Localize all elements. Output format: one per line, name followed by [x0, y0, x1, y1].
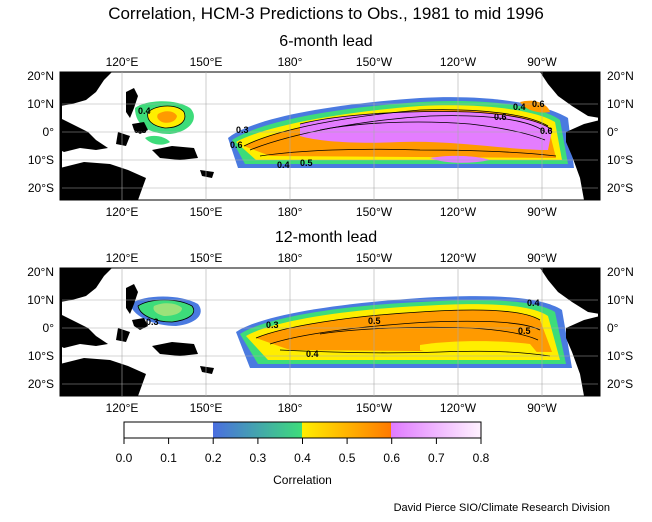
panel-2-bottom-lon-labels: 120°E 150°E 180° 150°W 120°W 90°W [106, 401, 558, 415]
lat-tick-label: 10°N [607, 293, 634, 307]
contour-label: 0.5 [300, 158, 313, 168]
contour-label: 0.4 [306, 349, 319, 359]
lat-tick-label: 10°N [607, 97, 634, 111]
figure-title: Correlation, HCM-3 Predictions to Obs., … [108, 4, 544, 23]
lon-tick-label: 180° [278, 205, 303, 219]
contour-label: 0.4 [138, 106, 151, 116]
panel-1-grid [60, 72, 600, 200]
lon-tick-label: 150°E [190, 251, 223, 265]
lon-tick-label: 120°E [106, 401, 139, 415]
contour-label: 0.4 [277, 160, 290, 170]
colorbar-tick: 0.7 [428, 451, 445, 465]
lat-tick-label: 0° [607, 125, 619, 139]
lon-tick-label: 150°W [356, 401, 393, 415]
panel-2-contour-labels: 0.3 0.3 0.5 0.4 0.4 0.5 [146, 298, 540, 359]
colorbar-tick: 0.6 [383, 451, 400, 465]
colorbar-tick: 0.5 [339, 451, 356, 465]
lon-tick-label: 90°W [527, 401, 557, 415]
lon-tick-label: 150°E [190, 205, 223, 219]
panel-1-map: 0.4 0.3 0.3 0.6 0.4 0.5 0.4 0.6 0.6 0.6 [59, 71, 601, 201]
lon-tick-label: 180° [278, 55, 303, 69]
contour-label: 0.3 [134, 125, 147, 135]
colorbar-tick: 0.2 [205, 451, 222, 465]
contour-label: 0.3 [146, 317, 159, 327]
contour-label: 0.3 [266, 320, 279, 330]
colorbar-tick: 0.8 [473, 451, 490, 465]
lon-tick-label: 150°E [190, 401, 223, 415]
lon-tick-label: 90°W [527, 251, 557, 265]
contour-label: 0.4 [513, 102, 526, 112]
lon-tick-label: 120°W [440, 401, 477, 415]
lat-tick-label: 20°S [28, 181, 54, 195]
colorbar-tick: 0.4 [294, 451, 311, 465]
lat-tick-label: 10°S [28, 349, 54, 363]
lon-tick-label: 90°W [527, 55, 557, 69]
lon-tick-label: 120°E [106, 205, 139, 219]
credit-line: David Pierce SIO/Climate Research Divisi… [393, 502, 610, 514]
panel-2-correlation-field [130, 296, 572, 368]
lat-tick-label: 20°S [607, 181, 633, 195]
lat-tick-label: 20°S [607, 377, 633, 391]
panel-2-lat-labels-left: 20°N 10°N 0° 10°S 20°S [27, 265, 54, 391]
colorbar-tick: 0.1 [160, 451, 177, 465]
panel-1-correlation-field [135, 97, 574, 168]
lon-tick-label: 150°W [356, 205, 393, 219]
lat-tick-label: 20°N [607, 69, 634, 83]
panel-1-lat-labels-right: 20°N 10°N 0° 10°S 20°S [607, 69, 634, 195]
lon-tick-label: 120°W [440, 251, 477, 265]
lon-tick-label: 120°E [106, 55, 139, 69]
lon-tick-label: 180° [278, 401, 303, 415]
panel-2-lat-labels-right: 20°N 10°N 0° 10°S 20°S [607, 265, 634, 391]
panel-1-lat-labels-left: 20°N 10°N 0° 10°S 20°S [27, 69, 54, 195]
colorbar-label: Correlation [273, 473, 332, 487]
lon-tick-label: 120°W [440, 55, 477, 69]
lat-tick-label: 20°N [607, 265, 634, 279]
lat-tick-label: 0° [43, 125, 55, 139]
contour-label: 0.6 [532, 99, 545, 109]
lat-tick-label: 10°N [27, 293, 54, 307]
contour-label: 0.6 [230, 140, 243, 150]
panel-1-top-lon-labels: 120°E 150°E 180° 150°W 120°W 90°W [106, 55, 558, 69]
lat-tick-label: 20°N [27, 69, 54, 83]
lon-tick-label: 150°E [190, 55, 223, 69]
lat-tick-label: 0° [43, 321, 55, 335]
lat-tick-label: 10°S [607, 349, 633, 363]
lon-tick-label: 120°W [440, 205, 477, 219]
colorbar-tick: 0.0 [116, 451, 133, 465]
lat-tick-label: 10°S [28, 153, 54, 167]
panel-2-top-lon-labels: 120°E 150°E 180° 150°W 120°W 90°W [106, 251, 558, 265]
panel-2-map: 0.3 0.3 0.5 0.4 0.4 0.5 [59, 267, 601, 397]
contour-label: 0.6 [540, 126, 553, 136]
contour-label: 0.3 [236, 125, 249, 135]
lon-tick-label: 150°W [356, 55, 393, 69]
lat-tick-label: 10°N [27, 97, 54, 111]
panel-1-bottom-lon-labels: 120°E 150°E 180° 150°W 120°W 90°W [106, 205, 558, 219]
contour-label: 0.6 [494, 112, 507, 122]
lat-tick-label: 10°S [607, 153, 633, 167]
contour-label: 0.4 [527, 298, 540, 308]
lat-tick-label: 20°S [28, 377, 54, 391]
lat-tick-label: 0° [607, 321, 619, 335]
panel-2-grid [60, 268, 600, 396]
lat-tick-label: 20°N [27, 265, 54, 279]
panel-1-subtitle: 6-month lead [279, 33, 373, 50]
colorbar-tick: 0.3 [250, 451, 267, 465]
lon-tick-label: 120°E [106, 251, 139, 265]
contour-label: 0.5 [518, 326, 531, 336]
contour-label: 0.5 [368, 316, 381, 326]
lon-tick-label: 180° [278, 251, 303, 265]
lon-tick-label: 150°W [356, 251, 393, 265]
lon-tick-label: 90°W [527, 205, 557, 219]
panel-2-subtitle: 12-month lead [274, 229, 378, 246]
panel-1-contour-labels: 0.4 0.3 0.3 0.6 0.4 0.5 0.4 0.6 0.6 0.6 [134, 99, 553, 170]
colorbar: 0.0 0.1 0.2 0.3 0.4 0.5 0.6 0.7 0.8 Corr… [116, 421, 490, 487]
